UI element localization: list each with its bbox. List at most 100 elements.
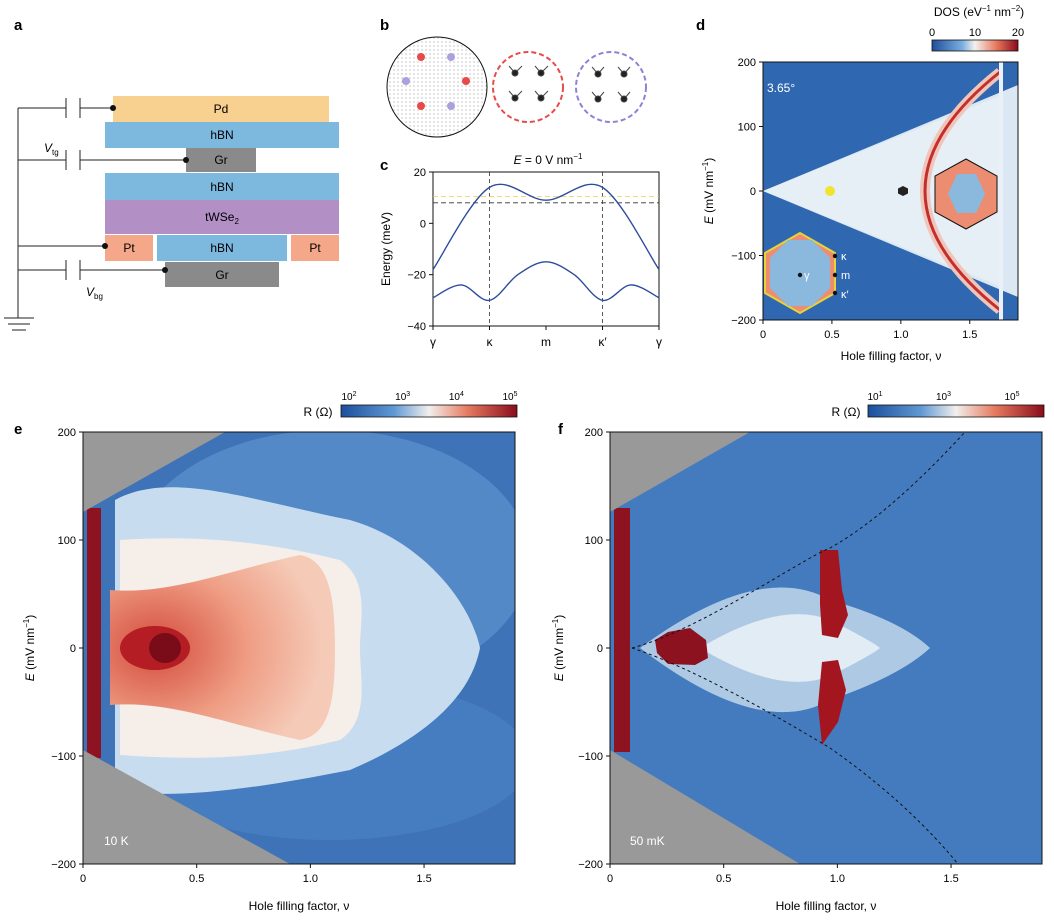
d-ytick-label: 200: [738, 57, 756, 69]
hbn-mid-layer: [105, 173, 339, 200]
e-temperature-label: 10 K: [104, 834, 129, 848]
c-xtick-label: κ: [487, 335, 494, 349]
e-xtick-label: 0.5: [189, 873, 204, 885]
c-xtick-label: γ: [656, 335, 662, 349]
hbn-top-layer: [105, 122, 339, 148]
pt-right-label: Pt: [309, 241, 321, 255]
panel-f-ylabel: E (mV nm−1): [551, 615, 566, 681]
e-xtick-label: 0: [80, 873, 86, 885]
dos-colorbar-tick-0: 0: [929, 27, 935, 39]
gr-bottom-layer: [165, 262, 279, 287]
hbn-bottom-label: hBN: [210, 241, 233, 255]
e-xtick-label: 1.5: [416, 873, 431, 885]
f-colorbar-tick: 105: [1004, 391, 1019, 403]
c-xtick-label: κ′: [598, 335, 607, 349]
c-xtick-label: m: [541, 335, 551, 349]
twse2-layer: [105, 200, 339, 234]
vtg-label: Vtg: [44, 141, 59, 157]
panel-c-frame: [432, 171, 660, 327]
e-xtick-label: 1.0: [303, 873, 318, 885]
bz-gamma-label: γ: [804, 270, 810, 282]
panel-c-ylabel: Energy (meV): [379, 212, 393, 286]
f-colorbar-tick: 101: [867, 391, 882, 403]
pt-left-layer: [105, 235, 153, 261]
e-colorbar-tick: 104: [449, 391, 464, 403]
dos-colorbar-title: DOS (eV−1 nm−2): [934, 4, 1024, 19]
d-xtick-label: 0: [760, 329, 766, 341]
e-colorbar: [340, 404, 518, 418]
panel-c-bands: E = 0 V nm−1 20 0 −20 −40 γ κ m κ′ γ Energy (meV…: [379, 152, 662, 349]
c-ytick-label: 0: [420, 218, 426, 230]
panel-f-resistance: R (Ω) 101 103 105 50 mK 200 100 0 −100 −200 0 0.…: [551, 391, 1045, 913]
f-ytick-label: 200: [585, 427, 603, 439]
c-band-upper: [432, 183, 660, 270]
d-ytick-label: −100: [731, 251, 756, 263]
hbn-top-label: hBN: [210, 128, 233, 142]
pt-left-label: Pt: [123, 241, 135, 255]
d-xtick-label: 0.5: [824, 329, 839, 341]
panel-b-moire: [386, 36, 647, 138]
bz-m-label: m: [841, 270, 850, 282]
twse2-label: tWSe2: [205, 210, 239, 226]
f-ytick-label: 0: [597, 643, 603, 655]
dos-colorbar-tick-20: 20: [1012, 27, 1024, 39]
d-xtick-label: 1.0: [893, 329, 908, 341]
panel-label-c: c: [380, 157, 388, 174]
inset-brillouin-zone: γ κ m κ′: [764, 231, 850, 315]
hbn-bottom-layer: [157, 235, 287, 261]
c-xtick-label: γ: [430, 335, 436, 349]
f-xtick-label: 0: [607, 873, 613, 885]
e-ytick-label: 100: [58, 535, 76, 547]
e-ytick-label: 0: [70, 643, 76, 655]
panel-d-dos: DOS (eV−1 nm−2) 0 10 20 3.65°: [701, 4, 1024, 363]
hbn-mid-label: hBN: [210, 180, 233, 194]
e-colorbar-tick: 105: [502, 391, 517, 403]
c-ytick-label: 20: [414, 167, 426, 179]
panel-label-d: d: [696, 17, 705, 34]
panel-label-b: b: [380, 17, 389, 34]
d-ytick-label: 0: [750, 186, 756, 198]
f-xtick-label: 1.0: [830, 873, 845, 885]
panel-e-xlabel: Hole filling factor, ν: [249, 899, 350, 913]
pd-label: Pd: [214, 102, 229, 116]
panel-f-xlabel: Hole filling factor, ν: [776, 899, 877, 913]
f-colorbar-tick: 103: [936, 391, 951, 403]
vbg-label: Vbg: [86, 285, 103, 301]
c-band-lower: [432, 261, 660, 302]
bz-kappa-label: κ: [841, 251, 847, 263]
f-ytick-label: −100: [578, 751, 603, 763]
dos-colorbar-tick-10: 10: [969, 27, 981, 39]
marker-black-hexagon: [898, 186, 908, 196]
e-ytick-label: 200: [58, 427, 76, 439]
e-ytick-label: −100: [51, 751, 76, 763]
f-xtick-label: 0.5: [716, 873, 731, 885]
angle-label: 3.65°: [767, 81, 795, 95]
f-ytick-label: 100: [585, 535, 603, 547]
marker-yellow: [825, 186, 835, 196]
f-colorbar: [867, 404, 1045, 418]
gr-top-layer: [186, 148, 256, 172]
panel-d-ylabel: E (mV nm−1): [701, 158, 716, 224]
panel-e-resistance: R (Ω) 102 103 104 105 10 K 200 100 0 −100 −200 0…: [22, 391, 518, 913]
d-ytick-label: 100: [738, 122, 756, 134]
pd-layer: [113, 96, 329, 122]
inset-hexagon-filled: [934, 158, 998, 230]
e-colorbar-tick: 102: [341, 391, 356, 403]
gr-bottom-label: Gr: [215, 268, 228, 282]
circuit-wires: [4, 98, 186, 331]
bz-kappa-prime-label: κ′: [841, 289, 849, 301]
panel-e-ylabel: E (mV nm−1): [22, 615, 37, 681]
e-colorbar-label: R (Ω): [304, 405, 333, 419]
panel-label-a: a: [14, 17, 23, 34]
panel-a-device: Pd hBN Gr hBN tWSe2 Pt hBN Pt Gr Vtg Vbg: [4, 96, 339, 331]
d-ytick-label: −200: [731, 315, 756, 327]
c-ytick-label: −40: [407, 321, 426, 333]
c-ytick-label: −20: [407, 270, 426, 282]
e-ytick-label: −200: [51, 859, 76, 871]
gr-top-label: Gr: [214, 153, 227, 167]
panel-c-title: E = 0 V nm−1: [514, 152, 583, 167]
panel-d-xlabel: Hole filling factor, ν: [841, 349, 942, 363]
pt-right-layer: [291, 235, 339, 261]
panel-label-e: e: [14, 421, 22, 438]
